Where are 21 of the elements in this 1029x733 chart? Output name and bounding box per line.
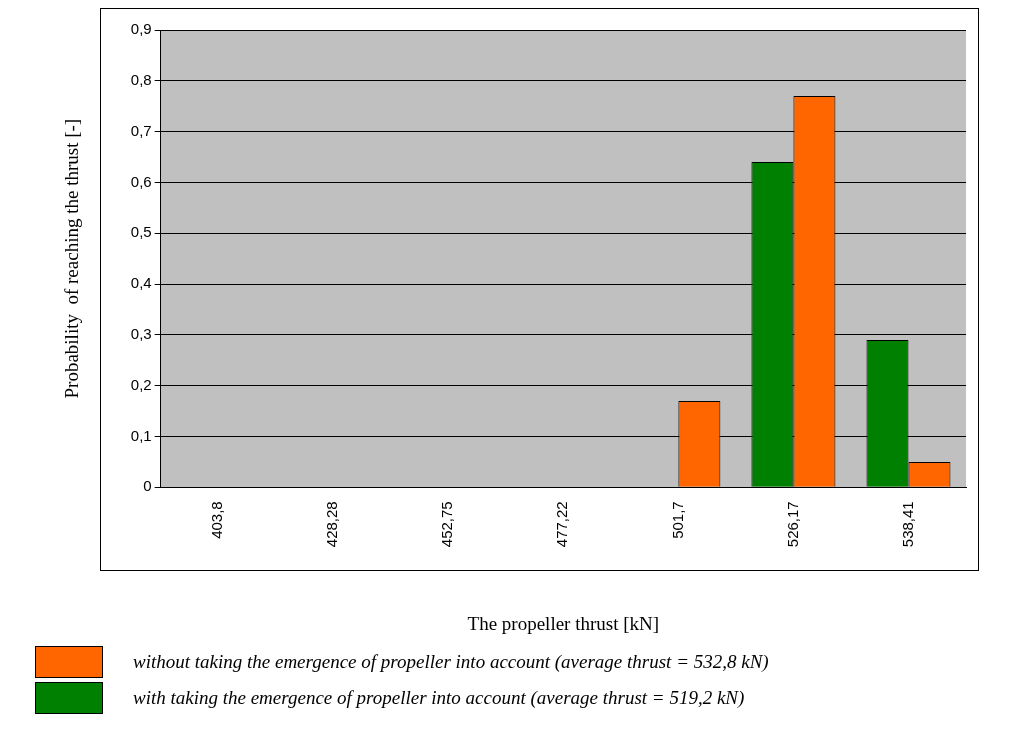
x-tick-label: 526,17 bbox=[783, 501, 801, 548]
y-tick-label: 0,8 bbox=[130, 70, 152, 88]
x-tick-label: 538,41 bbox=[898, 501, 916, 548]
y-axis-title: Probability of reaching the thrust [-] bbox=[61, 118, 83, 399]
legend-label: without taking the emergence of propeller into account (average thrust = 532,8 kN) bbox=[133, 651, 769, 673]
y-tick-label: 0,6 bbox=[130, 172, 152, 190]
y-tick-label: 0,7 bbox=[130, 121, 152, 139]
y-tick-label: 0,5 bbox=[130, 223, 152, 241]
x-tick-label: 452,75 bbox=[438, 501, 456, 548]
y-tick-label: 0,2 bbox=[130, 375, 152, 393]
x-axis-title: The propeller thrust [kN] bbox=[467, 612, 660, 634]
y-tick-label: 0,9 bbox=[130, 20, 152, 38]
x-tick-label: 501,7 bbox=[668, 501, 686, 539]
x-tick-label: 428,28 bbox=[323, 501, 341, 548]
legend-label: with taking the emergence of propeller into account (average thrust = 519,2 kN) bbox=[133, 687, 745, 709]
y-tick-label: 0,3 bbox=[130, 325, 152, 343]
y-tick-label: 0 bbox=[143, 477, 152, 495]
y-tick-label: 0,1 bbox=[130, 426, 152, 444]
x-tick-label: 403,8 bbox=[208, 501, 226, 539]
x-tick-label: 477,22 bbox=[553, 501, 571, 548]
y-tick-label: 0,4 bbox=[130, 274, 152, 292]
